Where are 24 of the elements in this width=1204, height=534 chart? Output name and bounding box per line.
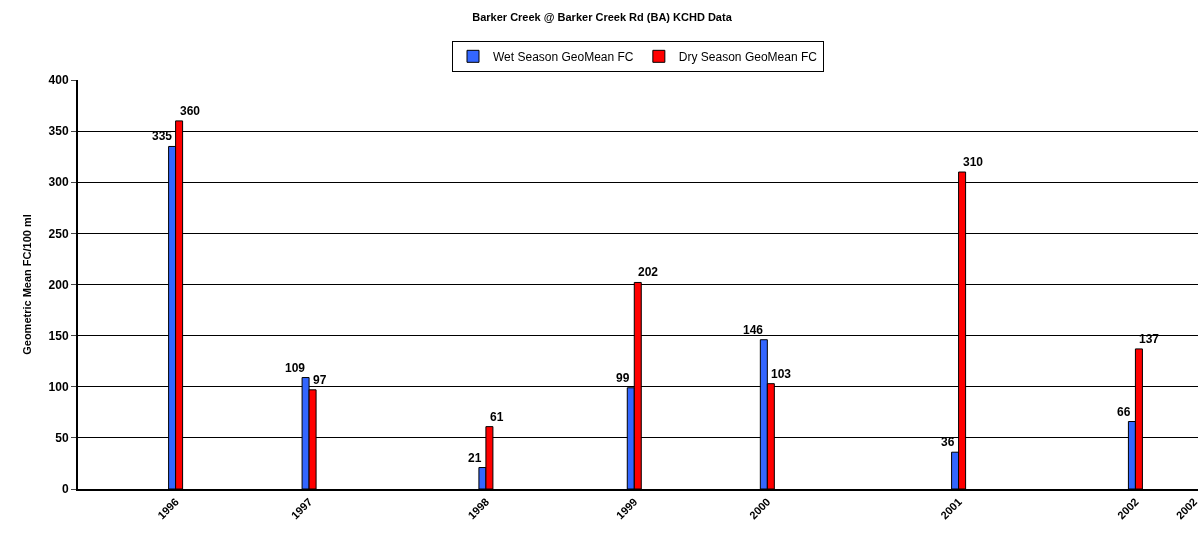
data-label: 97	[313, 373, 327, 387]
data-label: 360	[180, 104, 201, 118]
data-label: 61	[490, 410, 504, 424]
y-tick-label: 300	[48, 175, 69, 190]
chart-title: Barker Creek @ Barker Creek Rd (BA) KCHD Data	[472, 11, 733, 24]
data-label: 146	[743, 323, 764, 337]
legend-label: Dry Season GeoMean FC	[678, 50, 818, 64]
y-tick-label: 200	[48, 277, 69, 292]
data-label: 109	[285, 361, 306, 375]
y-tick-label: 400	[48, 73, 69, 88]
data-label: 202	[638, 265, 659, 279]
y-tick-label: 0	[61, 482, 69, 497]
legend-label: Wet Season GeoMean FC	[493, 50, 634, 64]
y-tick-label: 50	[55, 431, 69, 446]
y-tick-label: 100	[48, 379, 69, 394]
data-label: 21	[468, 451, 482, 465]
data-label: 99	[616, 371, 630, 385]
data-label: 310	[963, 155, 984, 169]
y-tick-label: 350	[48, 124, 69, 139]
data-label: 103	[771, 367, 792, 381]
y-tick-label: 250	[48, 226, 69, 241]
y-axis-title: Geometric Mean FC/100 ml	[20, 214, 33, 355]
data-label: 66	[1117, 405, 1131, 419]
y-tick-label: 150	[48, 328, 69, 343]
